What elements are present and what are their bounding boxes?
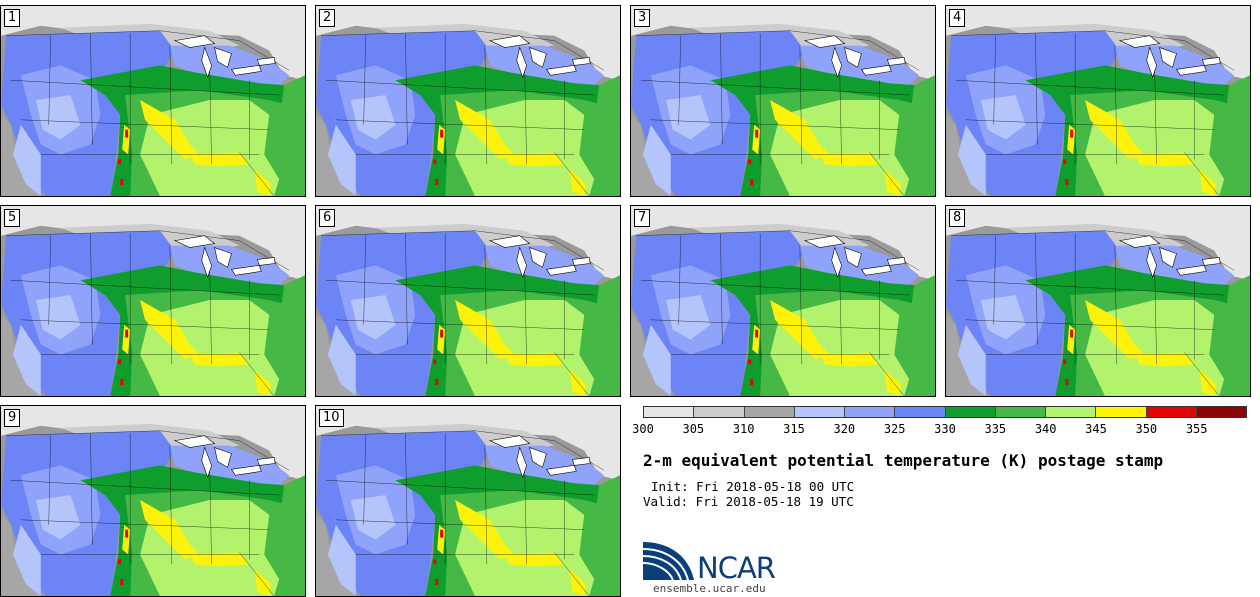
map-graphic	[946, 6, 1250, 196]
map-graphic	[1, 206, 305, 396]
colorbar-segment	[995, 407, 1046, 417]
colorbar-segment	[1196, 407, 1246, 417]
init-time: Init: Fri 2018-05-18 00 UTC	[651, 479, 855, 494]
colorbar-segment	[895, 407, 946, 417]
postage-stamp-map: 5	[0, 205, 306, 397]
colorbar-segment	[1096, 407, 1147, 417]
colorbar-tick-label: 345	[1085, 422, 1107, 436]
plot-title: 2-m equivalent potential temperature (K)…	[643, 451, 1164, 470]
map-graphic	[1, 406, 305, 596]
colorbar-tick-label: 335	[984, 422, 1007, 436]
member-number-label: 10	[319, 409, 344, 427]
member-number-label: 2	[319, 9, 336, 27]
member-number-label: 3	[634, 9, 651, 27]
postage-stamp-map: 3	[630, 5, 936, 197]
member-number-label: 6	[319, 209, 336, 227]
colorbar-tick-label: 300	[632, 422, 654, 436]
colorbar-segment	[694, 407, 745, 417]
member-number-label: 7	[634, 209, 651, 227]
valid-time: Valid: Fri 2018-05-18 19 UTC	[643, 494, 854, 509]
postage-stamp-map: 7	[630, 205, 936, 397]
map-graphic	[631, 6, 935, 196]
ncar-logo-text: NCAR	[697, 551, 776, 585]
colorbar-tick-label: 320	[833, 422, 856, 436]
map-graphic	[316, 206, 620, 396]
colorbar-tick-label: 340	[1034, 422, 1057, 436]
website-url: ensemble.ucar.edu	[653, 582, 766, 595]
ncar-logo-icon	[642, 542, 694, 581]
colorbar-labels: 300 305 310 315 320 325 330 335 340 345 350 355	[632, 422, 1247, 438]
map-graphic	[1, 6, 305, 196]
map-graphic	[631, 206, 935, 396]
colorbar-tick-label: 315	[783, 422, 805, 436]
colorbar-tick-label: 330	[934, 422, 956, 436]
member-number-label: 1	[4, 9, 21, 27]
colorbar	[643, 406, 1247, 418]
postage-stamp-map: 9	[0, 405, 306, 597]
colorbar-tick-label: 355	[1185, 422, 1208, 436]
colorbar-segment	[1046, 407, 1097, 417]
postage-stamp-map: 2	[315, 5, 621, 197]
colorbar-segment	[1146, 407, 1197, 417]
postage-stamp-map: 10	[315, 405, 621, 597]
colorbar-segment	[945, 407, 996, 417]
colorbar-segment	[744, 407, 795, 417]
colorbar-segment	[845, 407, 896, 417]
postage-stamp-map: 6	[315, 205, 621, 397]
member-number-label: 9	[4, 409, 21, 427]
map-graphic	[946, 206, 1250, 396]
member-number-label: 4	[949, 9, 966, 27]
postage-stamp-map: 4	[945, 5, 1251, 197]
colorbar-tick-label: 310	[732, 422, 755, 436]
colorbar-tick-label: 325	[883, 422, 906, 436]
postage-stamp-map: 8	[945, 205, 1251, 397]
member-number-label: 8	[949, 209, 966, 227]
colorbar-tick-label: 305	[682, 422, 705, 436]
map-graphic	[316, 6, 620, 196]
colorbar-segment	[794, 407, 845, 417]
member-number-label: 5	[4, 209, 21, 227]
map-graphic	[316, 406, 620, 596]
colorbar-segment	[644, 407, 695, 417]
colorbar-tick-label: 350	[1135, 422, 1158, 436]
postage-stamp-map: 1	[0, 5, 306, 197]
